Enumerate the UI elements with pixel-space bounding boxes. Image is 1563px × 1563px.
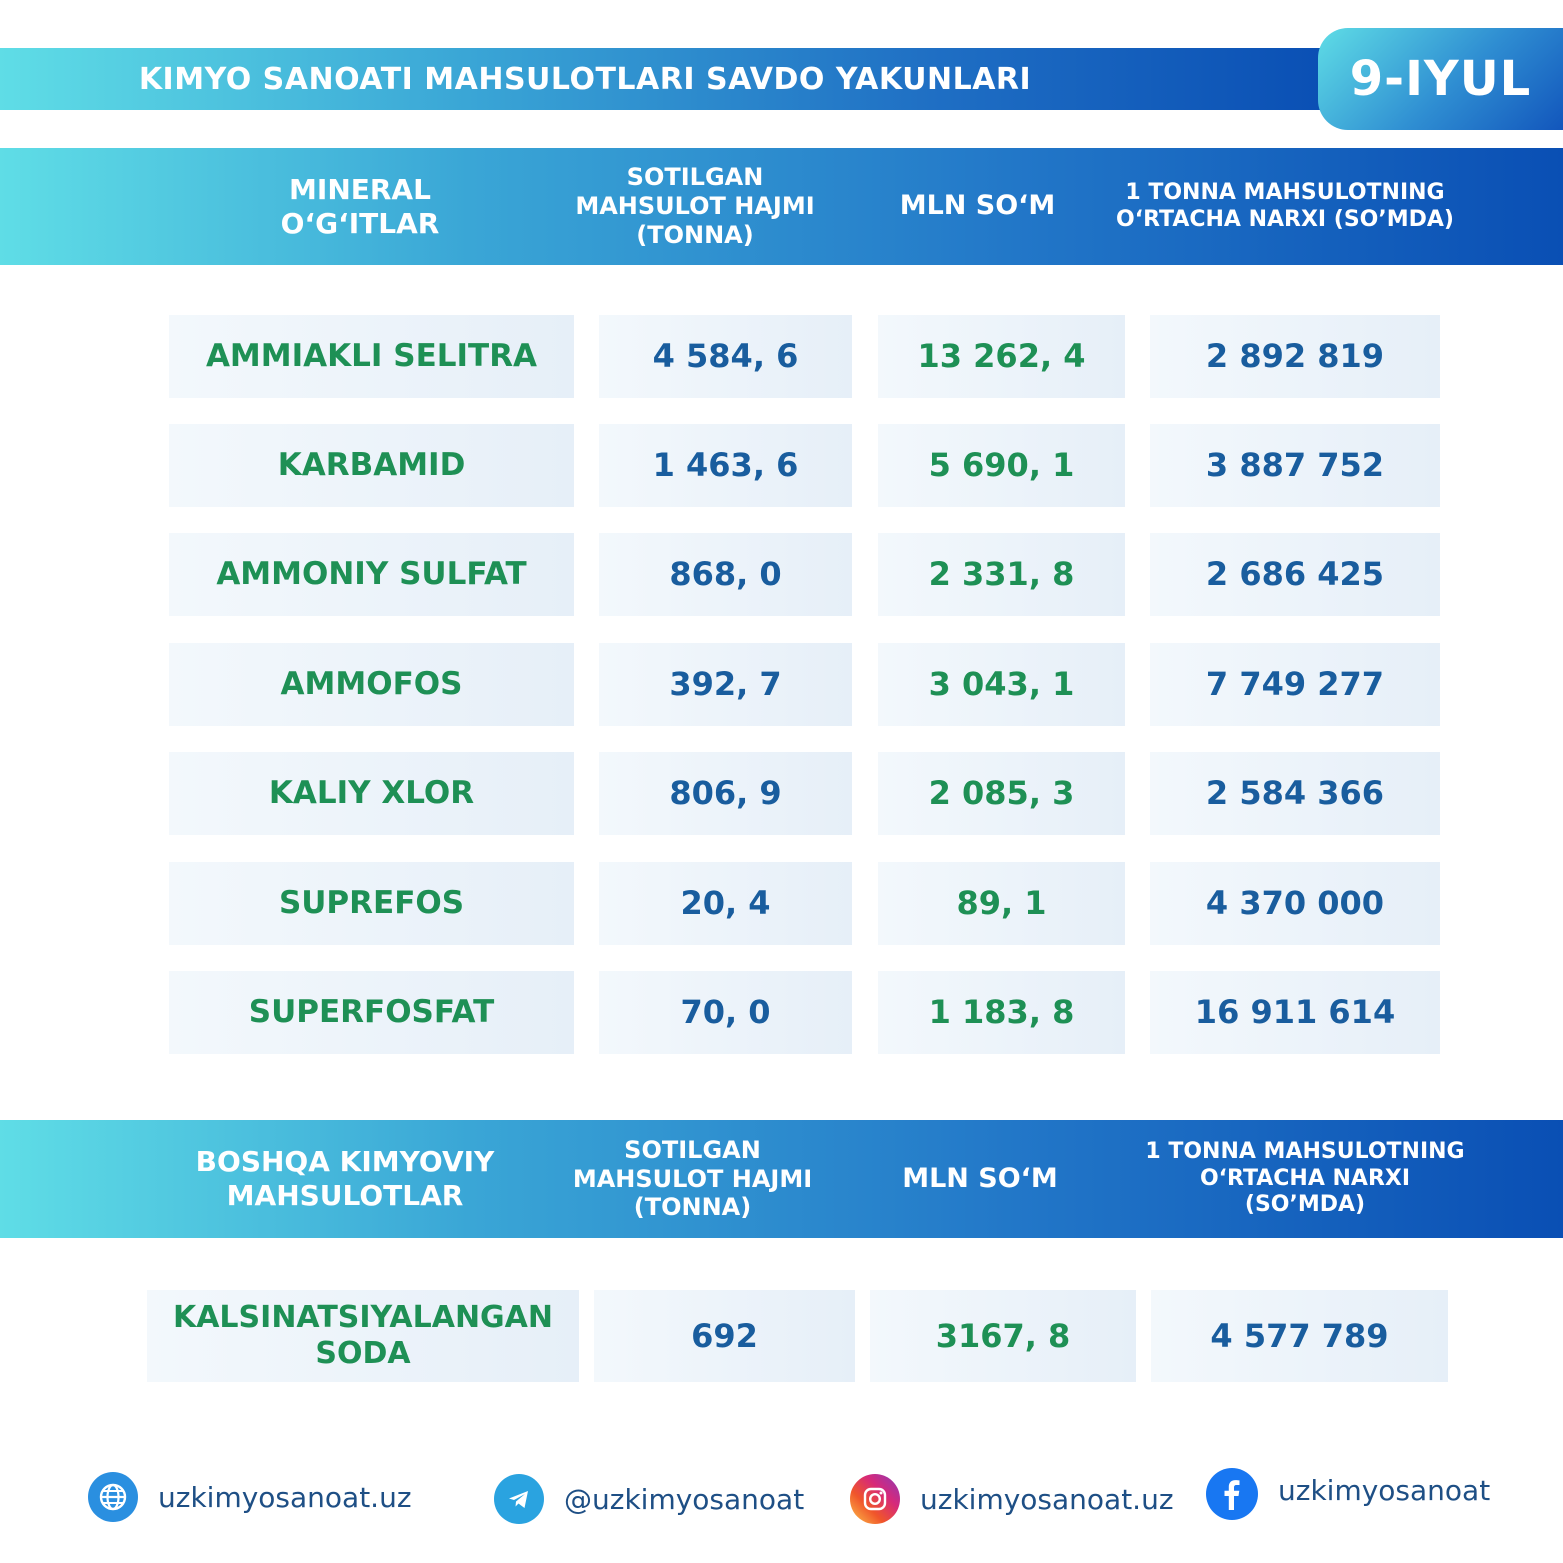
table-row-volume: 692 <box>594 1290 855 1382</box>
date-badge: 9-IYUL <box>1318 28 1563 130</box>
footer-telegram[interactable]: @uzkimyosanoat <box>494 1474 804 1524</box>
table-row-mln: 89, 1 <box>878 862 1125 945</box>
table-row-mln: 1 183, 8 <box>878 971 1125 1054</box>
table-row-volume: 392, 7 <box>599 643 852 726</box>
table-row-volume: 868, 0 <box>599 533 852 616</box>
table1-header-mln: MLN SO‘M <box>899 190 1056 222</box>
table-row-price: 2 584 366 <box>1150 752 1440 835</box>
table1-header-volume: SOTILGAN MAHSULOT HAJMI (TONNA) <box>575 163 815 249</box>
table-row-name: KALSINATSIYALANGAN SODA <box>147 1290 579 1382</box>
table-row-volume: 20, 4 <box>599 862 852 945</box>
table-row-name: AMMONIY SULFAT <box>169 533 574 616</box>
table-row-price: 4 370 000 <box>1150 862 1440 945</box>
table2-header: BOSHQA KIMYOVIY MAHSULOTLAR SOTILGAN MAH… <box>0 1120 1563 1238</box>
table-row-name: AMMIAKLI SELITRA <box>169 315 574 398</box>
table-row-mln: 3 043, 1 <box>878 643 1125 726</box>
telegram-icon <box>494 1474 544 1524</box>
footer-instagram[interactable]: uzkimyosanoat.uz <box>850 1474 1174 1524</box>
table2-header-category: BOSHQA KIMYOVIY MAHSULOTLAR <box>195 1145 495 1212</box>
footer-website[interactable]: uzkimyosanoat.uz <box>88 1472 412 1522</box>
footer-instagram-text: uzkimyosanoat.uz <box>920 1482 1174 1516</box>
table-row-price: 16 911 614 <box>1150 971 1440 1054</box>
page-title: KIMYO SANOATI MAHSULOTLARI SAVDO YAKUNLA… <box>138 61 1032 97</box>
table-row-volume: 70, 0 <box>599 971 852 1054</box>
instagram-icon <box>850 1474 900 1524</box>
table-row-mln: 3167, 8 <box>870 1290 1136 1382</box>
table2-header-volume: SOTILGAN MAHSULOT HAJMI (TONNA) <box>572 1135 813 1222</box>
table-row-price: 2 686 425 <box>1150 533 1440 616</box>
table-row-name: SUPREFOS <box>169 862 574 945</box>
table-row-name: KARBAMID <box>169 424 574 507</box>
table1-header-price: 1 TONNA MAHSULOTNING O‘RTACHA NARXI (SO’… <box>1116 180 1454 232</box>
footer-facebook-text: uzkimyosanoat <box>1278 1473 1491 1507</box>
table-row-name: KALIY XLOR <box>169 752 574 835</box>
table-row-mln: 2 331, 8 <box>878 533 1125 616</box>
footer-website-text: uzkimyosanoat.uz <box>158 1480 412 1514</box>
table1-header-category: MINERAL O‘G‘ITLAR <box>280 172 440 240</box>
table2-header-mln: MLN SO‘M <box>902 1162 1058 1194</box>
table-row-name: AMMOFOS <box>169 643 574 726</box>
table-row-mln: 2 085, 3 <box>878 752 1125 835</box>
footer-telegram-text: @uzkimyosanoat <box>564 1482 805 1516</box>
table-row-volume: 1 463, 6 <box>599 424 852 507</box>
table-row-price: 7 749 277 <box>1150 643 1440 726</box>
table-row-mln: 13 262, 4 <box>878 315 1125 398</box>
title-bar: KIMYO SANOATI MAHSULOTLARI SAVDO YAKUNLA… <box>0 48 1330 110</box>
table-row-price: 3 887 752 <box>1150 424 1440 507</box>
date-label: 9-IYUL <box>1349 51 1532 107</box>
table-row-price: 4 577 789 <box>1151 1290 1448 1382</box>
globe-icon <box>88 1472 138 1522</box>
table1-header: MINERAL O‘G‘ITLAR SOTILGAN MAHSULOT HAJM… <box>0 148 1563 265</box>
table2-header-price: 1 TONNA MAHSULOTNING O‘RTACHA NARXI (SO’… <box>1145 1139 1465 1218</box>
table-row-volume: 806, 9 <box>599 752 852 835</box>
table-row-mln: 5 690, 1 <box>878 424 1125 507</box>
table-row-name: SUPERFOSFAT <box>169 971 574 1054</box>
facebook-icon <box>1206 1468 1258 1520</box>
table-row-volume: 4 584, 6 <box>599 315 852 398</box>
table-row-price: 2 892 819 <box>1150 315 1440 398</box>
footer-facebook[interactable]: uzkimyosanoat <box>1206 1468 1490 1520</box>
